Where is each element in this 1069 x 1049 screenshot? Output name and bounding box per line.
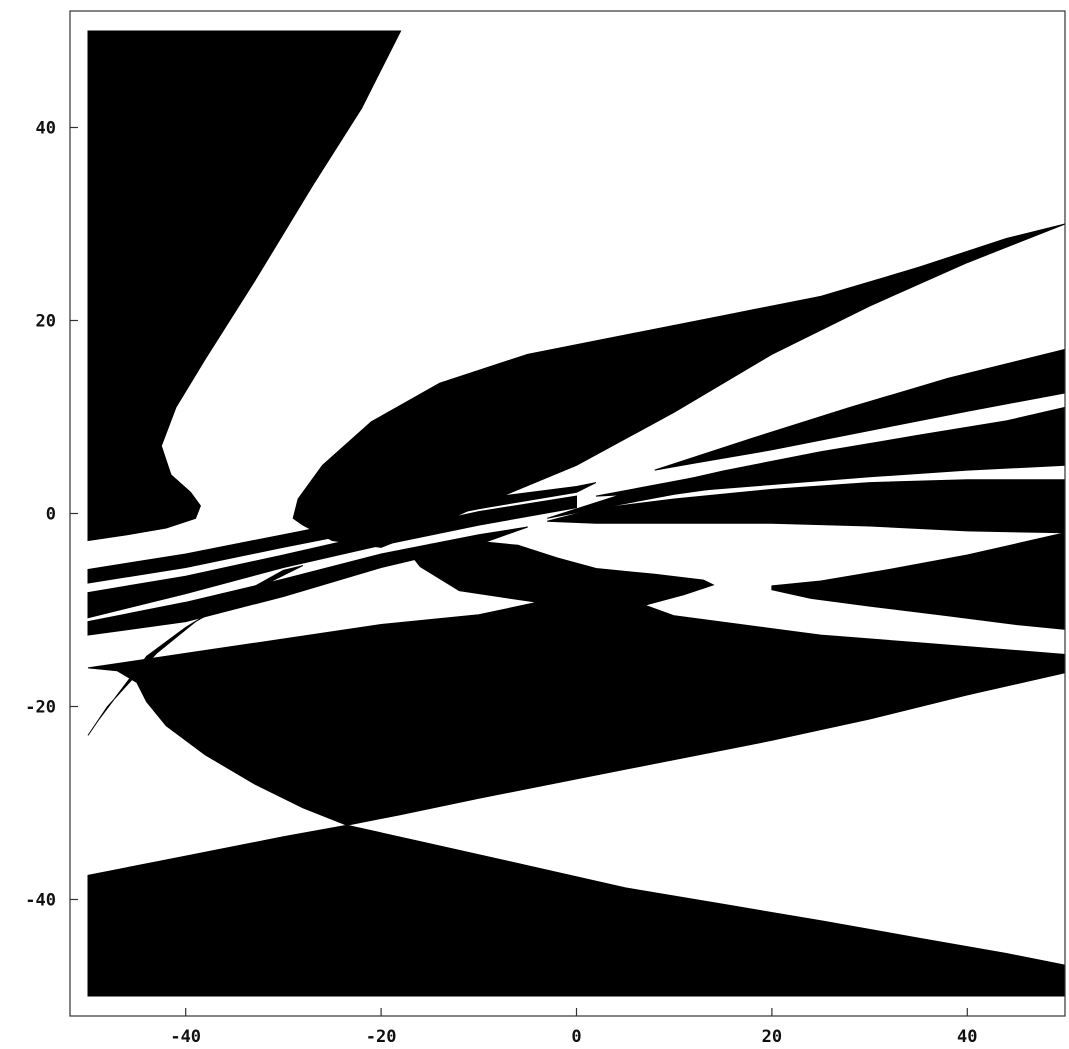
upper-streak-1 — [87, 482, 597, 584]
x-tick-label: 20 — [762, 1027, 782, 1047]
upper-left-region — [87, 30, 402, 542]
x-tick-label: -20 — [366, 1027, 397, 1047]
filled-regions — [87, 30, 1066, 997]
middle-region — [87, 539, 1066, 826]
y-tick-label: -40 — [25, 891, 56, 911]
x-tick-label: 0 — [571, 1027, 581, 1047]
upper-wing-region — [292, 223, 1066, 548]
y-tick-label: 20 — [36, 312, 56, 332]
x-tick-label: -40 — [170, 1027, 201, 1047]
x-tick-label: 40 — [957, 1027, 977, 1047]
x-axis: -40 -20 0 20 40 — [170, 1008, 978, 1047]
upper-streak-2 — [87, 495, 577, 619]
right-lower-lobe — [771, 532, 1066, 630]
y-tick-label: 40 — [36, 119, 56, 139]
y-tick-label: 0 — [46, 505, 56, 525]
y-axis: 40 20 0 -20 -40 — [25, 119, 78, 911]
y-tick-label: -20 — [25, 698, 56, 718]
